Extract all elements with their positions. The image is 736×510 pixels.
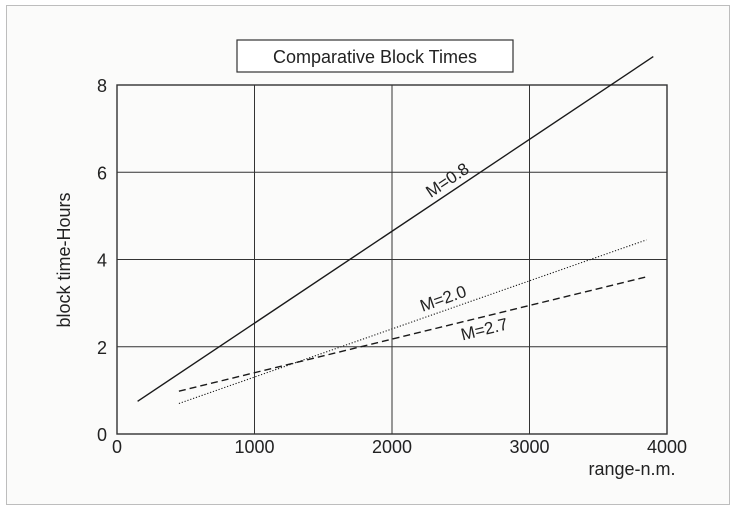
y-tick-label: 8 bbox=[97, 76, 107, 96]
x-tick-label: 4000 bbox=[647, 437, 687, 457]
tick-labels: 0 1000 2000 3000 4000 0 2 4 6 8 bbox=[97, 76, 687, 457]
series-line-m-2-7 bbox=[178, 276, 647, 392]
chart-title: Comparative Block Times bbox=[273, 47, 477, 67]
series-line-m-2-0 bbox=[178, 239, 647, 405]
y-tick-label: 6 bbox=[97, 163, 107, 183]
y-axis-label: block time-Hours bbox=[54, 192, 74, 327]
y-tick-label: 0 bbox=[97, 425, 107, 445]
x-tick-label: 1000 bbox=[234, 437, 274, 457]
x-tick-label: 2000 bbox=[372, 437, 412, 457]
x-tick-label: 3000 bbox=[509, 437, 549, 457]
series-line-m-0-8 bbox=[137, 56, 654, 402]
series-label: M=2.7 bbox=[459, 315, 510, 345]
y-tick-label: 4 bbox=[97, 251, 107, 271]
plot-area bbox=[116, 84, 668, 435]
x-tick-label: 0 bbox=[112, 437, 122, 457]
x-axis-label: range-n.m. bbox=[588, 459, 675, 479]
y-tick-label: 2 bbox=[97, 338, 107, 358]
chart-frame bbox=[6, 5, 730, 505]
grid-lines bbox=[117, 85, 667, 434]
title-box: Comparative Block Times bbox=[236, 39, 514, 73]
series-label: M=0.8 bbox=[422, 159, 472, 201]
series-group: M=0.8M=2.0M=2.7 bbox=[137, 56, 654, 405]
